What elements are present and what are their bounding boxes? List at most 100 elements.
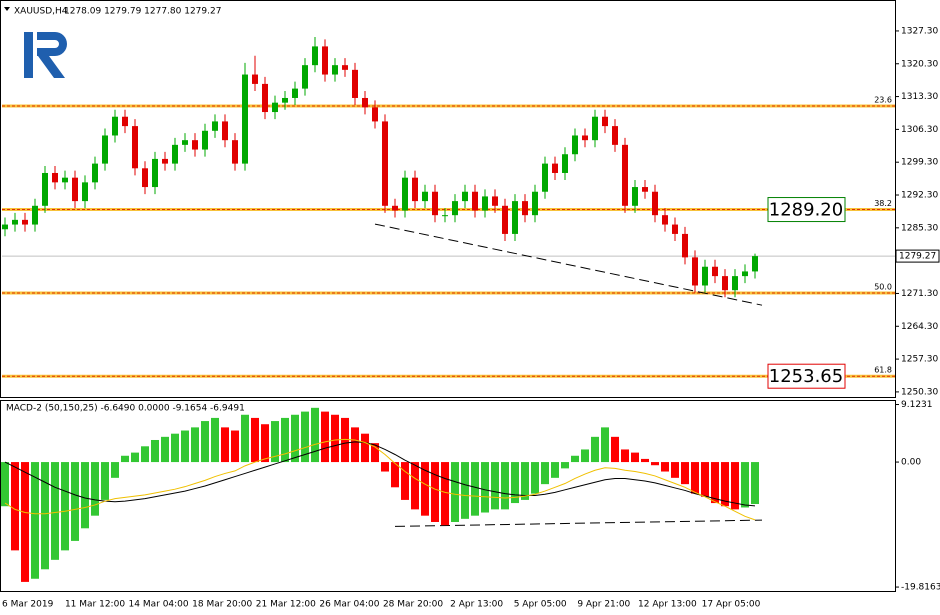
macd-bar <box>491 462 499 510</box>
candle-body <box>342 65 348 70</box>
y-tick-label: 1313.30 <box>901 92 938 102</box>
symbol: XAUUSD,H4 <box>14 7 68 17</box>
x-tick-label: 12 Apr 13:00 <box>638 600 697 610</box>
trendline <box>374 223 763 306</box>
macd-bar <box>641 458 649 463</box>
macd-trendline <box>394 519 763 527</box>
x-tick-label: 6 Mar 2019 <box>2 600 54 610</box>
candle-body <box>692 257 698 286</box>
candle-body <box>412 177 418 202</box>
macd-bar <box>391 462 399 488</box>
x-tick-label: 18 Mar 20:00 <box>192 600 252 610</box>
macd-bar <box>341 417 349 463</box>
macd-bar <box>521 462 529 500</box>
candle-body <box>232 140 238 164</box>
macd-bar <box>21 462 29 582</box>
candle-body <box>532 191 538 216</box>
macd-bar <box>261 424 269 463</box>
candle-body <box>122 116 128 127</box>
macd-label: MACD-2 (50,150,25) -6.6490 0.0000 -9.165… <box>6 404 245 414</box>
fib-ratio: 61.8 <box>874 366 892 375</box>
candle-body <box>142 168 148 188</box>
y-tick-label: 1292.30 <box>901 191 938 201</box>
macd-bar <box>211 417 219 463</box>
candle-body <box>482 196 488 211</box>
macd-bar <box>181 430 189 463</box>
macd-bar <box>251 417 259 463</box>
candle-body <box>102 135 108 164</box>
price-box-label: 1253.65 <box>769 366 843 387</box>
current-price-label: 1279.27 <box>899 252 936 262</box>
candle-body <box>592 116 598 141</box>
x-tick-label: 21 Mar 12:00 <box>256 600 316 610</box>
macd-bar <box>221 427 229 463</box>
ohlc: 1278.09 1279.79 1277.80 1279.27 <box>64 7 221 17</box>
macd-bar <box>671 462 679 478</box>
macd-bar <box>581 449 589 463</box>
macd-bar <box>601 427 609 463</box>
macd-bar <box>91 462 99 516</box>
candle-body <box>602 116 608 127</box>
candle-body <box>652 191 658 216</box>
y-tick-label: 9.1231 <box>901 400 933 410</box>
candle-body <box>262 83 268 113</box>
candle-body <box>62 177 68 183</box>
candle-body <box>2 224 8 230</box>
y-tick-label: 1299.30 <box>901 158 938 168</box>
y-tick-label: 1306.30 <box>901 125 938 135</box>
candle-body <box>172 144 178 164</box>
macd-bar <box>531 462 539 494</box>
macd-bar <box>481 462 489 513</box>
logo-bar <box>24 32 33 78</box>
macd-bar <box>271 421 279 463</box>
macd-bar <box>371 443 379 463</box>
candle-body <box>712 266 718 277</box>
candle-body <box>472 191 478 211</box>
candle-body <box>722 276 728 291</box>
fib-ratio: 50.0 <box>874 282 892 291</box>
macd-bar <box>61 462 69 551</box>
candle-body <box>202 130 208 150</box>
macd-bar <box>31 462 39 579</box>
y-tick-label: 1327.30 <box>901 26 938 36</box>
macd-bar <box>301 411 309 463</box>
macd-bar <box>611 436 619 463</box>
candle-body <box>462 191 468 202</box>
macd-bar <box>241 414 249 463</box>
candle-body <box>352 69 358 98</box>
candle-body <box>432 191 438 216</box>
y-tick-label: 1320.30 <box>901 59 938 69</box>
x-tick-label: 11 Mar 12:00 <box>65 600 125 610</box>
macd-bar <box>701 462 709 497</box>
macd-bar <box>171 433 179 463</box>
macd-bar <box>141 446 149 463</box>
candle-body <box>682 233 688 258</box>
candle-body <box>632 187 638 206</box>
candle-body <box>622 144 628 206</box>
macd-bar <box>461 462 469 519</box>
y-tick-label: 1257.30 <box>901 355 938 365</box>
x-tick-label: 9 Apr 21:00 <box>577 600 630 610</box>
candle-body <box>662 215 668 225</box>
candle-body <box>752 256 758 272</box>
macd-bar <box>551 462 559 478</box>
candle-body <box>12 219 18 225</box>
macd-bar <box>191 427 199 463</box>
macd-bar <box>101 462 109 500</box>
candle-body <box>572 135 578 155</box>
candle-body <box>72 177 78 202</box>
x-tick-label: 5 Apr 05:00 <box>514 600 567 610</box>
candle-body <box>362 97 368 108</box>
macd-bar <box>661 462 669 472</box>
candle-body <box>542 163 548 192</box>
macd-bar <box>81 462 89 529</box>
candle-body <box>92 163 98 183</box>
macd-bar <box>201 421 209 463</box>
x-tick-label: 14 Mar 04:00 <box>129 600 189 610</box>
macd-bar <box>361 433 369 463</box>
price-box <box>767 363 846 389</box>
candle-body <box>702 266 708 286</box>
macd-bar <box>351 427 359 463</box>
y-tick-label: 1271.30 <box>901 289 938 299</box>
